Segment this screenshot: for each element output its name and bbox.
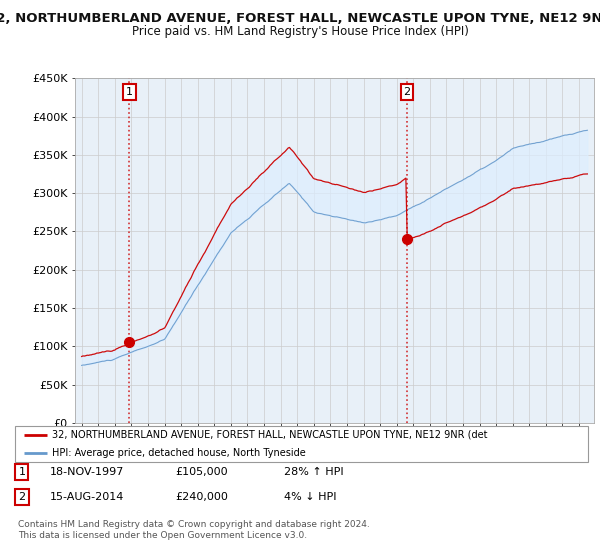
Text: Price paid vs. HM Land Registry's House Price Index (HPI): Price paid vs. HM Land Registry's House …	[131, 25, 469, 38]
Text: 28% ↑ HPI: 28% ↑ HPI	[284, 467, 344, 477]
Text: HPI: Average price, detached house, North Tyneside: HPI: Average price, detached house, Nort…	[52, 448, 306, 458]
Text: 15-AUG-2014: 15-AUG-2014	[49, 492, 124, 502]
Text: 2: 2	[403, 87, 410, 97]
Text: 4% ↓ HPI: 4% ↓ HPI	[284, 492, 337, 502]
Text: 2: 2	[19, 492, 25, 502]
Text: £105,000: £105,000	[175, 467, 228, 477]
Text: 18-NOV-1997: 18-NOV-1997	[49, 467, 124, 477]
Text: 1: 1	[126, 87, 133, 97]
Text: 32, NORTHUMBERLAND AVENUE, FOREST HALL, NEWCASTLE UPON TYNE, NE12 9NR: 32, NORTHUMBERLAND AVENUE, FOREST HALL, …	[0, 12, 600, 25]
Text: Contains HM Land Registry data © Crown copyright and database right 2024.: Contains HM Land Registry data © Crown c…	[18, 520, 370, 529]
Text: £240,000: £240,000	[175, 492, 229, 502]
Text: This data is licensed under the Open Government Licence v3.0.: This data is licensed under the Open Gov…	[18, 531, 307, 540]
Text: 32, NORTHUMBERLAND AVENUE, FOREST HALL, NEWCASTLE UPON TYNE, NE12 9NR (det: 32, NORTHUMBERLAND AVENUE, FOREST HALL, …	[52, 430, 488, 440]
Text: 1: 1	[19, 467, 25, 477]
